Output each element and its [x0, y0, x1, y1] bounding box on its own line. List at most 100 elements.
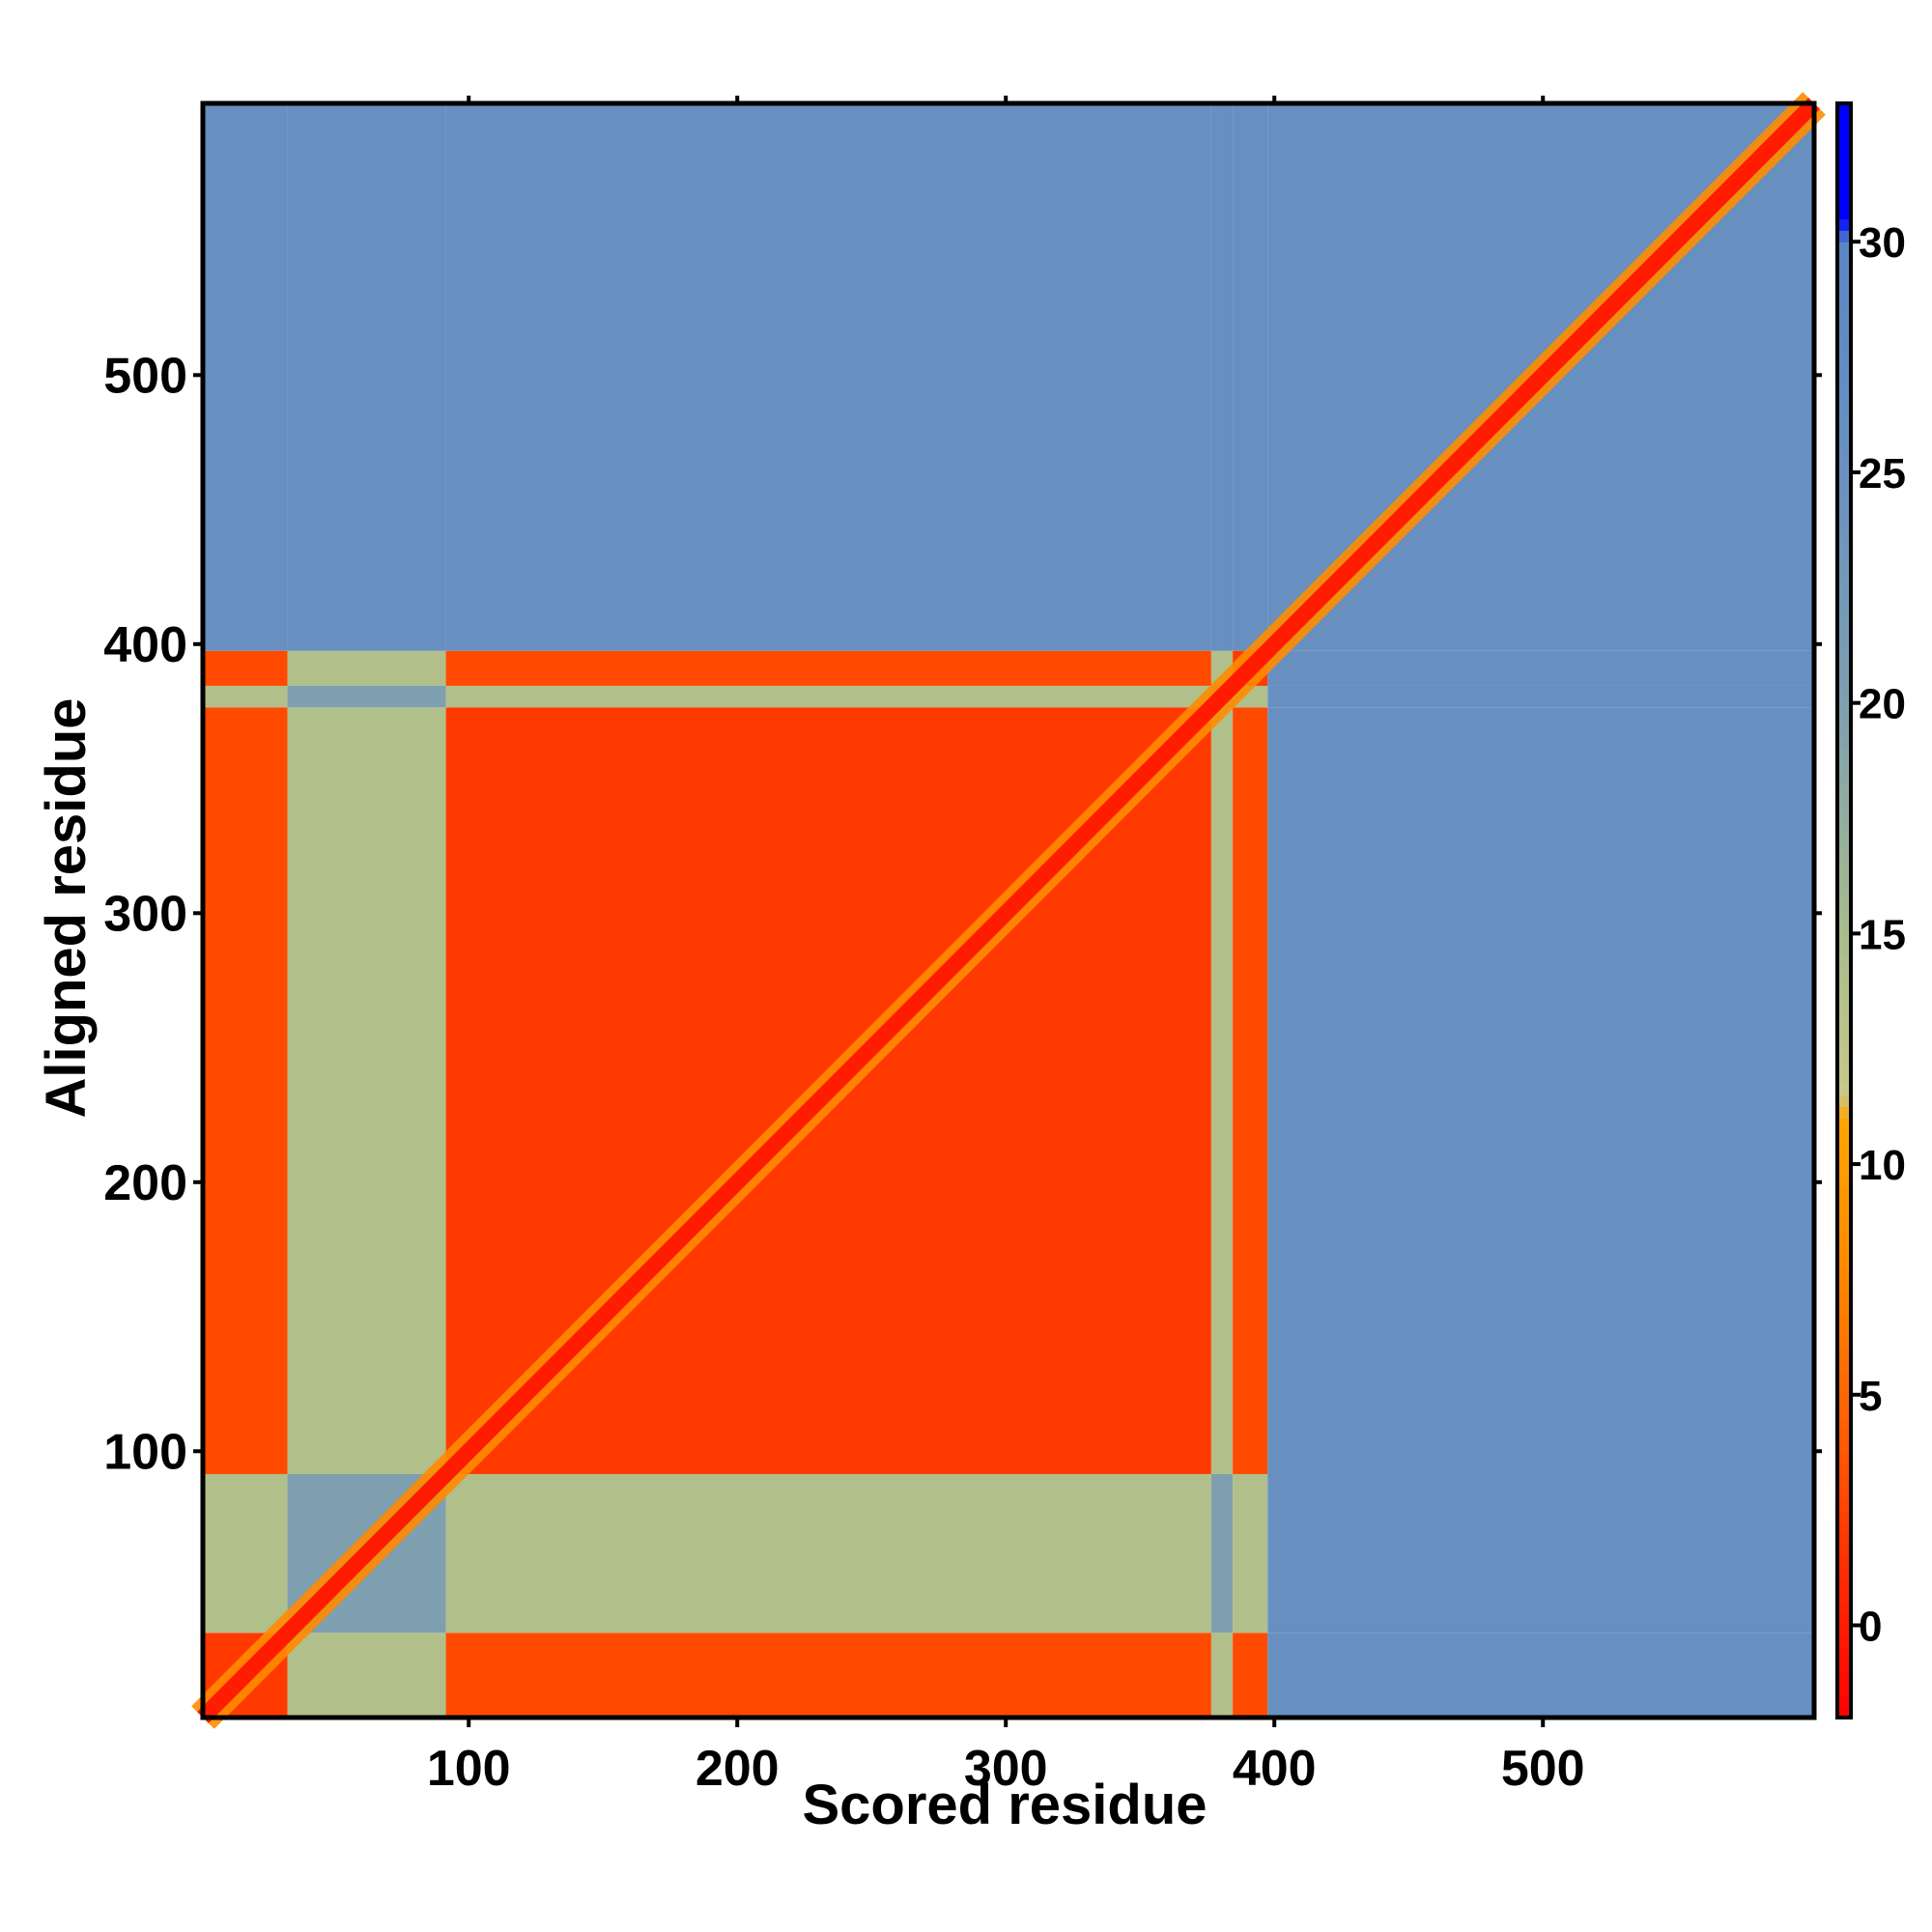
- heatmap-block: [1210, 707, 1234, 1474]
- colorbar-segment: [1837, 852, 1851, 866]
- colorbar-segment: [1837, 265, 1851, 277]
- colorbar-segment: [1837, 1256, 1851, 1269]
- colorbar-segment: [1837, 864, 1851, 877]
- colorbar-segment: [1837, 1371, 1851, 1384]
- colorbar-segment: [1837, 426, 1851, 439]
- heatmap-block: [1267, 1473, 1814, 1634]
- colorbar-segment: [1837, 1683, 1851, 1695]
- colorbar-segment: [1837, 1625, 1851, 1638]
- y-axis-ticks: 100 200 300 400 500: [103, 348, 1822, 1480]
- colorbar-segment: [1837, 807, 1851, 819]
- colorbar-frame: [1835, 101, 1853, 1719]
- colorbar-segment: [1837, 1083, 1851, 1096]
- colorbar-segment: [1837, 438, 1851, 450]
- colorbar-segment: [1837, 1106, 1851, 1119]
- colorbar-segment: [1837, 1198, 1851, 1211]
- colorbar-segment: [1837, 702, 1851, 716]
- colorbar-segment: [1837, 1452, 1851, 1465]
- heatmap-block: [203, 650, 288, 686]
- colorbar-segment: [1837, 1406, 1851, 1419]
- colorbar-segment: [1837, 587, 1851, 600]
- colorbar-segment: [1837, 564, 1851, 577]
- colorbar-segment: [1837, 968, 1851, 980]
- colorbar-segment: [1837, 668, 1851, 681]
- heatmap-block: [287, 103, 446, 651]
- heatmap-block: [445, 1473, 1211, 1634]
- colorbar-segment: [1837, 1417, 1851, 1431]
- colorbar-segment: [1837, 242, 1851, 254]
- x-tick-label: 500: [1501, 1741, 1585, 1797]
- colorbar-segment: [1837, 1648, 1851, 1661]
- x-tick-label: 100: [427, 1741, 511, 1797]
- colorbar-segment: [1837, 1071, 1851, 1085]
- y-tick-label: 300: [103, 886, 187, 942]
- colorbar-segment: [1837, 368, 1851, 382]
- colorbar-tick-label: 15: [1859, 911, 1906, 958]
- diagonal-band: [197, 98, 1820, 1723]
- y-tick-label: 500: [103, 348, 187, 404]
- colorbar-segment: [1837, 553, 1851, 566]
- heatmap-block: [1267, 685, 1814, 708]
- colorbar-segment: [1837, 1510, 1851, 1522]
- colorbar-segment: [1837, 103, 1851, 116]
- colorbar-segment: [1837, 829, 1851, 842]
- heatmap-cells: [191, 92, 1826, 1729]
- colorbar-segment: [1837, 1337, 1851, 1350]
- heatmap-block: [445, 685, 1211, 708]
- y-tick-label: 400: [103, 617, 187, 673]
- colorbar-segment: [1837, 333, 1851, 347]
- colorbar-segment: [1837, 737, 1851, 750]
- colorbar-segment: [1837, 1094, 1851, 1108]
- colorbar-segment: [1837, 298, 1851, 312]
- colorbar-segment: [1837, 818, 1851, 831]
- colorbar-segment: [1837, 356, 1851, 370]
- heatmap-block: [445, 1633, 1211, 1718]
- colorbar-segment: [1837, 1267, 1851, 1281]
- colorbar-segment: [1837, 898, 1851, 912]
- heatmap-block: [1210, 103, 1234, 651]
- colorbar-segment: [1837, 1060, 1851, 1073]
- heatmap-block: [445, 650, 1211, 686]
- heatmap-block: [1267, 1633, 1814, 1718]
- colorbar-segment: [1837, 1186, 1851, 1200]
- colorbar-segment: [1837, 980, 1851, 992]
- colorbar-segment: [1837, 910, 1851, 923]
- colorbar-segment: [1837, 1221, 1851, 1235]
- colorbar-segment: [1837, 1129, 1851, 1142]
- x-axis-ticks: 100 200 300 400 500: [427, 96, 1585, 1797]
- colorbar-segment: [1837, 1660, 1851, 1672]
- colorbar-segment: [1837, 1325, 1851, 1338]
- heatmap-block: [203, 707, 288, 1474]
- colorbar-ticks: 0 5 10 15 20 25 30: [1851, 219, 1906, 1651]
- heatmap-block: [203, 1473, 288, 1634]
- colorbar-segment: [1837, 1706, 1851, 1719]
- colorbar-segment: [1837, 1463, 1851, 1476]
- heatmap-block: [287, 1633, 446, 1718]
- colorbar-segment: [1837, 783, 1851, 796]
- heatmap-block: [203, 685, 288, 708]
- colorbar-segment: [1837, 1118, 1851, 1130]
- colorbar-segment: [1837, 1602, 1851, 1615]
- colorbar-segment: [1837, 714, 1851, 727]
- colorbar-segment: [1837, 1013, 1851, 1027]
- colorbar-segment: [1837, 230, 1851, 242]
- colorbar-segment: [1837, 495, 1851, 508]
- colorbar-segment: [1837, 149, 1851, 162]
- colorbar-segment: [1837, 253, 1851, 266]
- colorbar-segment: [1837, 1244, 1851, 1258]
- colorbar-segment: [1837, 541, 1851, 554]
- colorbar-segment: [1837, 471, 1851, 485]
- colorbar-segment: [1837, 184, 1851, 197]
- colorbar-segment: [1837, 1359, 1851, 1373]
- colorbar-segment: [1837, 160, 1851, 174]
- colorbar-segment: [1837, 1048, 1851, 1062]
- heatmap-block: [1210, 1633, 1234, 1718]
- colorbar-segment: [1837, 310, 1851, 324]
- colorbar-segment: [1837, 611, 1851, 623]
- colorbar-segment: [1837, 218, 1851, 231]
- colorbar-segment: [1837, 760, 1851, 773]
- colorbar-segment: [1837, 207, 1851, 219]
- colorbar-segment: [1837, 795, 1851, 808]
- colorbar-segment: [1837, 622, 1851, 635]
- colorbar-segment: [1837, 1279, 1851, 1292]
